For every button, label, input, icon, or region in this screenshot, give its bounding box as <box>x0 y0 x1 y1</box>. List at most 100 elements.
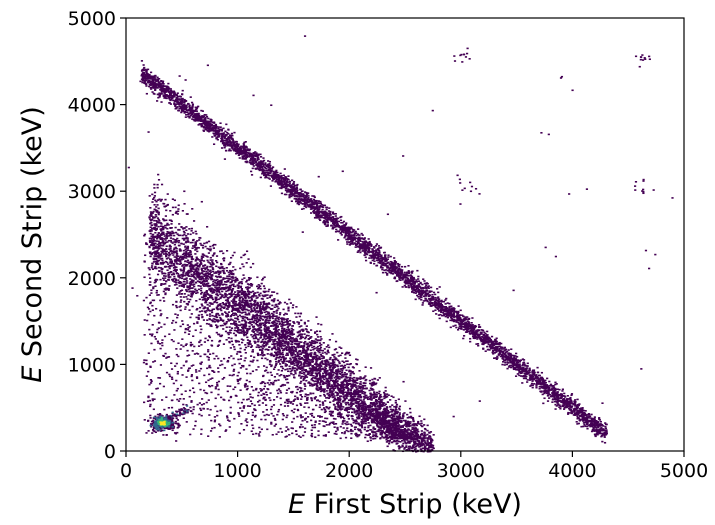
heatmap-cell <box>291 192 294 194</box>
heatmap-cell <box>432 304 435 306</box>
heatmap-cell <box>521 369 524 372</box>
heatmap-cell <box>491 346 494 348</box>
heatmap-cell <box>294 192 297 194</box>
heatmap-cell <box>506 350 509 353</box>
heatmap-cell <box>563 392 566 395</box>
heatmap-cell <box>243 148 247 151</box>
heatmap-cell <box>305 191 308 194</box>
heatmap-cell <box>263 171 266 174</box>
heatmap-cell <box>149 211 153 213</box>
heatmap-cell <box>315 215 319 217</box>
heatmap-cell <box>238 153 241 156</box>
heatmap-cell <box>455 321 458 323</box>
heatmap-cell <box>438 303 441 306</box>
heatmap-cell <box>176 101 179 104</box>
heatmap-cell <box>390 272 393 275</box>
heatmap-cell <box>429 297 433 300</box>
heatmap-cell <box>335 217 338 220</box>
heatmap-cell <box>429 299 433 301</box>
heatmap-cell <box>267 165 270 168</box>
heatmap-cell <box>315 202 318 205</box>
heatmap-cell <box>507 349 510 351</box>
heatmap-cell <box>378 259 382 262</box>
heatmap-cell <box>291 179 294 182</box>
heatmap-cell <box>487 343 490 346</box>
heatmap-cell <box>450 305 453 308</box>
heatmap-cell <box>210 123 214 126</box>
heatmap-cell <box>454 319 457 322</box>
heatmap-cell <box>602 428 605 430</box>
heatmap-cell <box>510 360 513 363</box>
heatmap-cell <box>381 271 385 274</box>
heatmap-cell <box>372 428 375 430</box>
heatmap-cell <box>326 220 329 222</box>
heatmap-cell <box>227 138 230 140</box>
heatmap-cell <box>464 324 467 326</box>
heatmap-cell <box>316 336 320 338</box>
heatmap-cell <box>556 391 559 393</box>
heatmap-cell <box>399 441 402 443</box>
heatmap-cell <box>164 224 167 227</box>
heatmap-cell <box>166 95 169 98</box>
heatmap-cell <box>297 199 300 201</box>
heatmap-cell <box>374 249 378 251</box>
heatmap-cell <box>344 235 347 238</box>
heatmap-cell <box>320 210 323 213</box>
heatmap-cell <box>569 412 572 414</box>
heatmap-cell <box>412 287 415 290</box>
heatmap-cell <box>462 322 465 325</box>
heatmap-cell <box>342 361 346 364</box>
heatmap-cell <box>208 125 212 128</box>
heatmap-cell <box>507 366 511 368</box>
heatmap-cell <box>554 387 557 390</box>
heatmap-cell <box>149 81 152 84</box>
heatmap-cell <box>584 425 587 427</box>
heatmap-cell <box>176 106 179 108</box>
heatmap-cell <box>321 206 324 208</box>
heatmap-cell <box>360 247 363 249</box>
heatmap-cell <box>322 221 325 224</box>
heatmap-cell <box>287 307 290 310</box>
heatmap-cell <box>160 83 163 85</box>
heatmap-cell <box>399 274 402 277</box>
heatmap-cell <box>276 178 279 181</box>
heatmap-cell <box>194 114 197 117</box>
heatmap-cell <box>227 128 230 131</box>
heatmap-cell <box>602 425 605 427</box>
heatmap-cell <box>207 120 210 123</box>
heatmap-cell <box>248 155 251 158</box>
heatmap-cell <box>367 244 370 246</box>
heatmap-cell <box>325 225 328 228</box>
heatmap-cell <box>405 273 408 276</box>
heatmap-cell <box>501 350 504 353</box>
heatmap-cell <box>163 205 167 208</box>
heatmap-cell <box>140 78 144 81</box>
heatmap-cell <box>554 388 558 391</box>
heatmap-cell <box>541 393 544 396</box>
heatmap-cell <box>204 128 207 131</box>
heatmap-cell <box>564 401 567 403</box>
heatmap-cell <box>470 332 474 334</box>
heatmap-cell <box>449 312 452 314</box>
heatmap-cell <box>459 309 462 312</box>
heatmap-cell <box>310 203 313 205</box>
heatmap-cell <box>448 308 451 311</box>
heatmap-cell <box>229 142 232 144</box>
heatmap-cell <box>587 413 591 415</box>
heatmap-cell <box>194 118 197 120</box>
heatmap-cell <box>397 272 400 275</box>
heatmap-cell <box>410 270 413 273</box>
heatmap-cell <box>584 412 587 415</box>
heatmap-cell <box>168 90 171 92</box>
heatmap-cell <box>225 281 228 283</box>
heatmap-cell <box>171 303 175 306</box>
heatmap-cell <box>144 68 147 71</box>
heatmap-cell <box>299 192 302 195</box>
heatmap-cell <box>148 73 151 76</box>
heatmap-cell <box>328 394 331 396</box>
heatmap-cell <box>281 340 284 343</box>
heatmap-cell <box>387 256 390 258</box>
heatmap-cell <box>169 99 172 102</box>
heatmap-cell <box>227 136 230 138</box>
heatmap-cell <box>313 363 317 366</box>
